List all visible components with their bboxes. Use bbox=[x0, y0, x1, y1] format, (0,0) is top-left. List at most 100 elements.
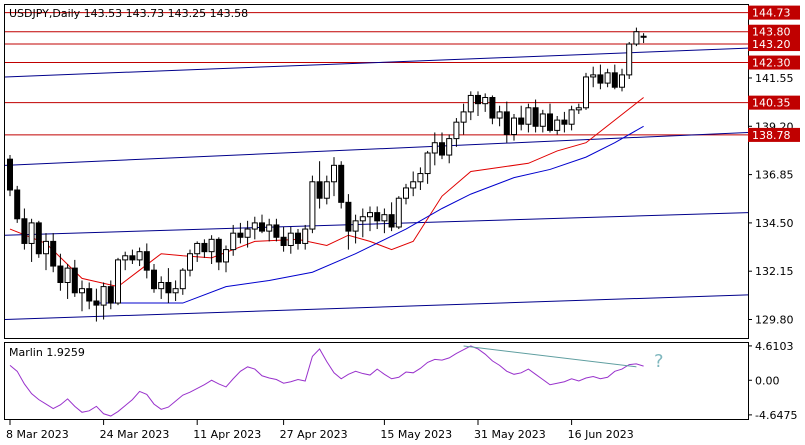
candle bbox=[86, 282, 93, 310]
level-label-text: 144.73 bbox=[752, 7, 791, 20]
level-price-label: 140.35 bbox=[748, 95, 800, 110]
candle bbox=[554, 116, 561, 135]
candle bbox=[57, 253, 64, 291]
candle-body bbox=[208, 238, 215, 253]
candle bbox=[230, 224, 237, 256]
oscillator-pane: 4.6103 0.00 -4.6475 bbox=[9, 340, 797, 422]
candle-body bbox=[251, 222, 258, 230]
candle-body bbox=[547, 113, 553, 131]
candle bbox=[424, 150, 431, 184]
candle bbox=[251, 216, 258, 240]
marlin-oscillator-line bbox=[9, 345, 644, 417]
main-chart-frame bbox=[4, 4, 749, 339]
candle-body bbox=[172, 288, 179, 294]
candle-body bbox=[215, 238, 222, 263]
price-tick-label: 132.15 bbox=[755, 265, 794, 278]
oscillator-tick-label: 0.00 bbox=[755, 374, 780, 387]
candle bbox=[583, 72, 589, 110]
candle-body bbox=[503, 111, 510, 135]
candle bbox=[158, 276, 165, 299]
candle-body bbox=[136, 251, 143, 261]
price-tick-label: 129.80 bbox=[755, 314, 794, 327]
candle-body bbox=[35, 222, 42, 255]
candle bbox=[71, 259, 78, 297]
time-tick-label: 31 May 2023 bbox=[474, 428, 546, 441]
oscillator-tick-label: -4.6475 bbox=[755, 409, 797, 422]
candle bbox=[352, 214, 359, 244]
question-annotation: ? bbox=[654, 351, 664, 372]
candle-body bbox=[280, 236, 287, 246]
level-label-text: 138.78 bbox=[752, 129, 791, 142]
candle bbox=[223, 245, 229, 273]
time-tick-label: 27 Apr 2023 bbox=[280, 428, 348, 441]
candle bbox=[79, 280, 85, 312]
candle bbox=[547, 103, 553, 133]
candle bbox=[525, 103, 532, 133]
candle-body bbox=[619, 74, 625, 88]
candle-body bbox=[165, 282, 172, 294]
candle bbox=[511, 113, 517, 141]
level-price-label: 138.78 bbox=[748, 127, 800, 142]
candle-body bbox=[611, 72, 618, 88]
level-price-label: 143.80 bbox=[748, 24, 800, 39]
candle-body bbox=[359, 216, 366, 222]
candle bbox=[143, 243, 150, 279]
candle bbox=[575, 103, 582, 114]
candle bbox=[136, 247, 143, 267]
candle bbox=[28, 218, 35, 262]
level-label-bg bbox=[748, 95, 800, 110]
candle-body bbox=[223, 249, 229, 263]
candle bbox=[215, 237, 222, 271]
candle-body bbox=[395, 197, 402, 228]
candle bbox=[597, 64, 604, 90]
candle bbox=[122, 251, 129, 271]
candle-body bbox=[287, 232, 294, 247]
candle bbox=[259, 214, 265, 234]
candle bbox=[518, 105, 525, 131]
candle-body bbox=[554, 119, 561, 131]
candle-body bbox=[100, 286, 107, 306]
candle-body bbox=[417, 173, 424, 183]
candle bbox=[309, 175, 316, 234]
candle-body bbox=[79, 288, 85, 294]
candle bbox=[172, 280, 179, 301]
candle-body bbox=[129, 255, 136, 261]
candle-body bbox=[107, 286, 114, 304]
candle bbox=[50, 233, 57, 273]
candle bbox=[619, 68, 625, 92]
candle bbox=[338, 161, 345, 209]
level-label-text: 143.80 bbox=[752, 26, 791, 39]
candle-body bbox=[43, 240, 49, 255]
candle bbox=[482, 93, 489, 112]
candle-body bbox=[338, 164, 345, 203]
candle bbox=[194, 241, 201, 262]
candle bbox=[7, 155, 13, 197]
candle-body bbox=[568, 109, 575, 125]
time-tick-label: 11 Apr 2023 bbox=[193, 428, 261, 441]
candle bbox=[331, 157, 337, 197]
candle-body bbox=[431, 142, 438, 154]
slow-moving-average bbox=[96, 125, 644, 304]
level-price-label: 143.20 bbox=[748, 37, 800, 52]
candle-body bbox=[323, 181, 330, 199]
candle bbox=[417, 167, 424, 190]
oscillator-tick-label: 4.6103 bbox=[755, 340, 794, 353]
candle bbox=[107, 280, 114, 310]
candle-body bbox=[28, 222, 35, 244]
candle-body bbox=[439, 142, 445, 156]
candle bbox=[323, 175, 330, 205]
candle bbox=[359, 208, 366, 238]
candle bbox=[626, 42, 633, 79]
price-tick-label: 136.85 bbox=[755, 169, 794, 182]
candle-body bbox=[482, 97, 489, 105]
candle-body bbox=[57, 265, 64, 283]
candle-body bbox=[604, 72, 611, 84]
candle bbox=[345, 194, 352, 250]
candle-body bbox=[626, 43, 633, 76]
candle bbox=[287, 227, 294, 254]
divergence-line bbox=[463, 345, 637, 368]
price-tick-label: 134.50 bbox=[755, 217, 794, 230]
candle-body bbox=[345, 201, 352, 232]
